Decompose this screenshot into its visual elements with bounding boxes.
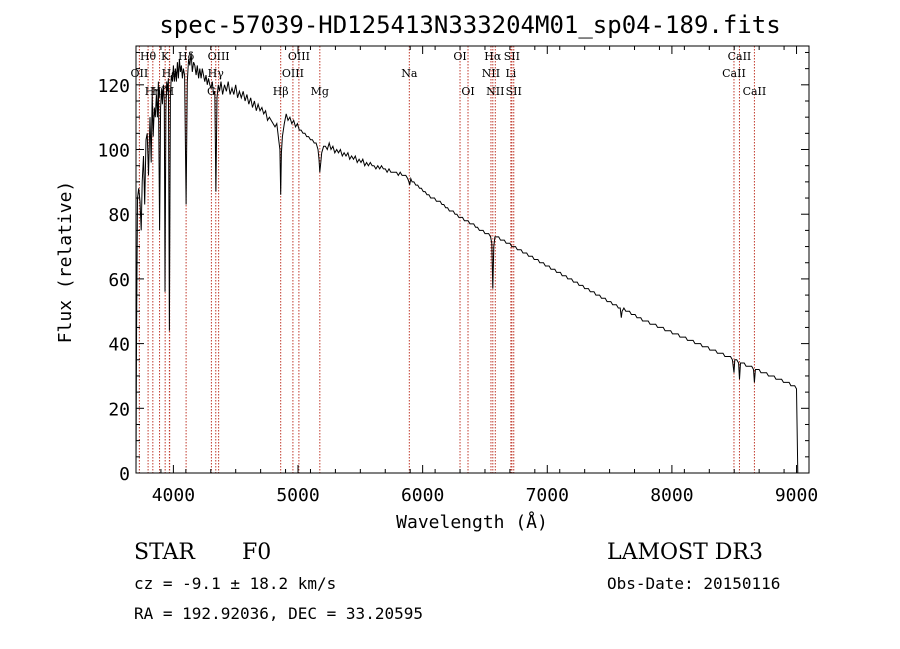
y-tick-label-80: 80 xyxy=(108,205,130,226)
line-label-4: K xyxy=(161,50,170,63)
line-label-23: SII xyxy=(506,85,522,98)
line-label-10: Hγ xyxy=(208,67,225,80)
line-label-12: OIII xyxy=(282,67,304,80)
line-label-25: CaII xyxy=(728,50,752,63)
x-tick-label-8000: 8000 xyxy=(650,485,693,506)
line-label-26: CaII xyxy=(743,85,767,98)
x-axis: 4000 5000 6000 7000 8000 9000 xyxy=(135,46,818,506)
line-label-20: NII xyxy=(486,85,504,98)
y-tick-label-120: 120 xyxy=(97,76,130,97)
x-tick-label-5000: 5000 xyxy=(276,485,319,506)
line-label-15: Na xyxy=(401,67,418,80)
line-label-22: SII xyxy=(504,50,520,63)
x-tick-label-7000: 7000 xyxy=(526,485,569,506)
line-label-11: Hβ xyxy=(273,85,289,98)
plot-frame xyxy=(135,45,810,474)
line-label-9: OIII xyxy=(208,50,230,63)
line-label-24: CaII xyxy=(722,67,746,80)
x-axis-label: Wavelength (Å) xyxy=(396,511,548,533)
line-label-17: OI xyxy=(461,85,474,98)
x-tick-label-9000: 9000 xyxy=(775,485,818,506)
object-subclass: F0 xyxy=(242,540,272,565)
y-axis: 0 20 40 60 80 100 120 xyxy=(97,51,809,485)
survey-name: LAMOST DR3 xyxy=(607,540,763,565)
chart-title: spec-57039-HD125413N333204M01_sp04-189.f… xyxy=(159,11,780,39)
spectral-line-markers xyxy=(138,46,755,473)
observation-date: Obs-Date: 20150116 xyxy=(607,574,781,593)
line-label-13: OIII xyxy=(288,50,310,63)
line-label-8: G xyxy=(207,85,216,98)
redshift-cz: cz = -9.1 ± 18.2 km/s xyxy=(134,574,337,593)
y-tick-label-40: 40 xyxy=(108,335,130,356)
y-tick-label-0: 0 xyxy=(119,464,130,485)
spectral-line-labels: HθOIIHηHζKHeHHδGOIIIHγHβOIIIOIIIMgNaOIOI… xyxy=(131,50,767,98)
y-tick-label-100: 100 xyxy=(97,141,130,162)
y-tick-label-60: 60 xyxy=(108,270,130,291)
line-label-6: H xyxy=(165,85,175,98)
coordinates: RA = 192.92036, DEC = 33.20595 xyxy=(134,604,423,623)
line-label-18: NII xyxy=(482,67,500,80)
line-label-14: Mg xyxy=(311,85,329,98)
object-class: STAR xyxy=(134,540,195,565)
spectrum-line xyxy=(135,52,799,474)
line-label-16: OI xyxy=(453,50,466,63)
line-label-21: Li xyxy=(505,67,516,80)
line-label-1: OII xyxy=(131,67,149,80)
x-tick-label-4000: 4000 xyxy=(152,485,195,506)
line-label-19: Hα xyxy=(484,50,502,63)
y-axis-label: Flux (relative) xyxy=(55,181,76,344)
line-label-0: Hθ xyxy=(140,50,157,63)
y-tick-label-20: 20 xyxy=(108,399,130,420)
x-tick-label-6000: 6000 xyxy=(401,485,444,506)
